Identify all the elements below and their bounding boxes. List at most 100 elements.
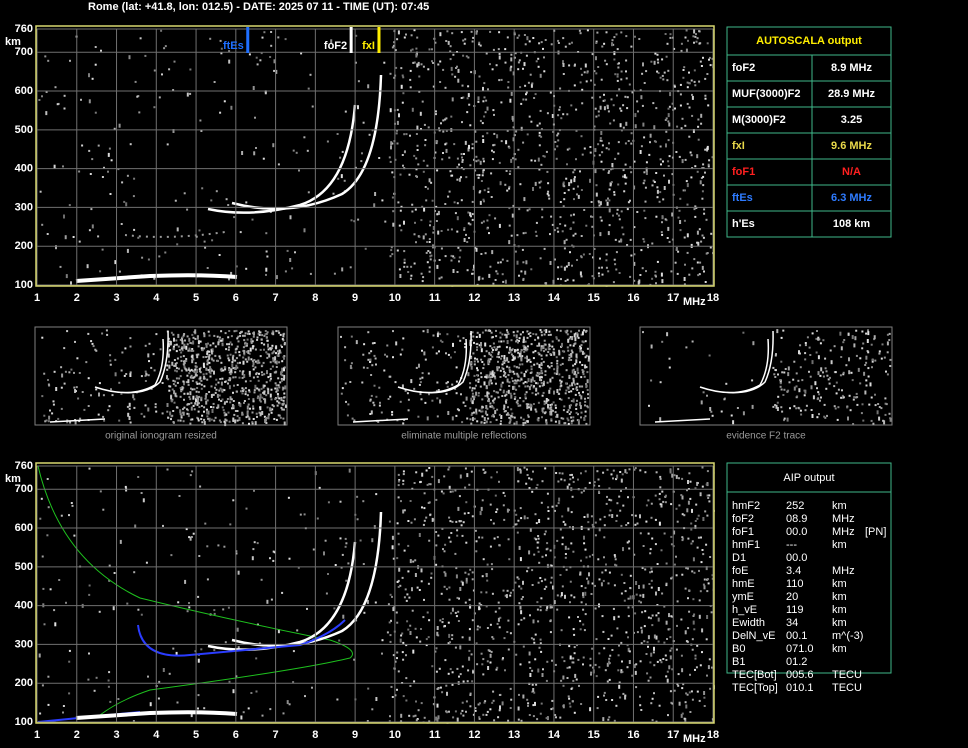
noise-dot (559, 201, 562, 203)
noise-dot (194, 650, 197, 653)
noise-dot (168, 360, 171, 363)
noise-dot (508, 370, 511, 373)
noise-dot (524, 396, 527, 399)
noise-dot (229, 353, 232, 356)
noise-dot (633, 160, 636, 163)
noise-dot (689, 497, 692, 500)
noise-dot (669, 649, 672, 652)
noise-dot (497, 353, 500, 356)
noise-dot (46, 534, 49, 537)
noise-dot (386, 355, 389, 358)
noise-dot (550, 362, 553, 364)
noise-dot (424, 233, 427, 236)
noise-dot (154, 406, 157, 409)
noise-dot (486, 219, 489, 222)
noise-dot (551, 699, 554, 702)
noise-dot (512, 157, 515, 160)
noise-dot (691, 114, 694, 117)
noise-dot (437, 63, 440, 66)
noise-dot (510, 415, 513, 418)
noise-dot (574, 232, 577, 235)
noise-dot (543, 350, 545, 353)
noise-dot (535, 234, 538, 237)
noise-dot (693, 80, 696, 83)
noise-dot (225, 413, 228, 416)
noise-dot (427, 582, 430, 585)
noise-dot (402, 641, 405, 644)
noise-dot (259, 393, 262, 398)
noise-dot (700, 561, 703, 564)
noise-dot (516, 467, 519, 472)
noise-dot (419, 391, 422, 396)
noise-dot (451, 383, 454, 386)
noise-dot (467, 93, 470, 98)
noise-dot (536, 541, 539, 544)
noise-dot (402, 658, 405, 661)
noise-dot (137, 476, 140, 478)
noise-dot (244, 390, 247, 393)
noise-dot (487, 417, 490, 420)
noise-dot (706, 73, 709, 75)
noise-dot (541, 416, 543, 419)
noise-dot (583, 71, 586, 74)
noise-dot (466, 417, 469, 420)
noise-dot (826, 414, 828, 417)
noise-dot (509, 594, 512, 597)
noise-dot (471, 392, 474, 395)
noise-dot (566, 333, 569, 336)
noise-dot (483, 200, 485, 203)
noise-dot (109, 363, 112, 366)
noise-dot (251, 421, 254, 424)
noise-dot (651, 697, 654, 700)
noise-dot (841, 389, 843, 392)
noise-dot (588, 555, 591, 558)
noise-dot (534, 513, 537, 516)
noise-dot (124, 347, 127, 350)
noise-dot (498, 161, 501, 164)
noise-dot (533, 97, 536, 99)
noise-dot (584, 487, 587, 490)
noise-dot (356, 495, 359, 498)
noise-dot (394, 158, 397, 161)
noise-dot (886, 373, 889, 376)
noise-dot (190, 387, 192, 390)
noise-dot (221, 339, 224, 342)
noise-dot (567, 189, 570, 192)
noise-dot (507, 619, 510, 622)
noise-dot (246, 394, 249, 397)
noise-dot (509, 350, 512, 353)
noise-dot (480, 506, 483, 511)
noise-dot (456, 166, 459, 169)
noise-dot (677, 684, 680, 687)
noise-dot (513, 334, 516, 337)
noise-dot (581, 364, 584, 366)
noise-dot (534, 350, 537, 353)
noise-dot (269, 347, 272, 350)
noise-dot (197, 345, 200, 348)
x-tick-label: 13 (508, 729, 520, 741)
noise-dot (555, 373, 558, 375)
noise-dot (338, 639, 341, 642)
noise-dot (575, 356, 578, 359)
noise-dot (246, 344, 248, 347)
noise-dot (576, 259, 578, 261)
noise-dot (218, 355, 221, 358)
noise-dot (401, 74, 404, 77)
noise-dot (137, 236, 140, 239)
noise-dot (480, 421, 483, 424)
noise-dot (409, 78, 412, 81)
noise-dot (751, 379, 754, 382)
noise-dot (691, 698, 694, 701)
noise-dot (643, 136, 646, 139)
thumbnail-caption: original ionogram resized (105, 431, 217, 442)
noise-dot (585, 366, 588, 369)
noise-dot (548, 343, 551, 346)
noise-dot (570, 594, 573, 597)
noise-dot (508, 369, 511, 372)
noise-dot (543, 333, 546, 336)
noise-dot (185, 369, 188, 372)
noise-dot (628, 83, 631, 86)
noise-dot (641, 267, 644, 270)
noise-dot (668, 105, 671, 108)
noise-dot (564, 553, 567, 555)
